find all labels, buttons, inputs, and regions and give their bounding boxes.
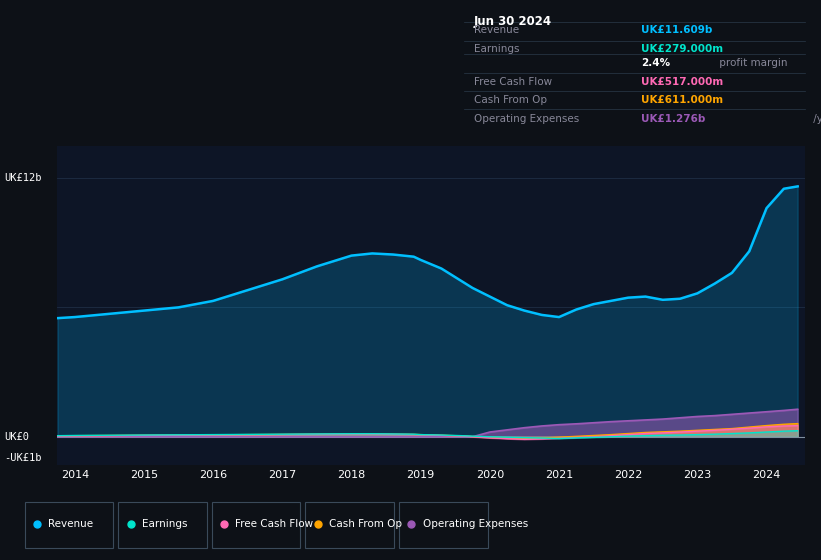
Text: Jun 30 2024: Jun 30 2024: [474, 15, 553, 28]
Text: -UK£1b: -UK£1b: [4, 454, 42, 463]
Text: UK£1.276b: UK£1.276b: [641, 114, 705, 124]
Text: UK£12b: UK£12b: [4, 173, 42, 183]
Text: Operating Expenses: Operating Expenses: [474, 114, 580, 124]
Text: UK£11.609b: UK£11.609b: [641, 26, 713, 35]
Text: Cash From Op: Cash From Op: [329, 519, 402, 529]
Text: Operating Expenses: Operating Expenses: [423, 519, 528, 529]
Text: /yr: /yr: [810, 114, 821, 124]
FancyBboxPatch shape: [118, 502, 207, 548]
Text: 2.4%: 2.4%: [641, 58, 670, 68]
Text: Cash From Op: Cash From Op: [474, 95, 547, 105]
Text: UK£517.000m: UK£517.000m: [641, 77, 723, 87]
Text: Earnings: Earnings: [474, 44, 520, 54]
Text: Revenue: Revenue: [474, 26, 519, 35]
Text: Free Cash Flow: Free Cash Flow: [474, 77, 553, 87]
FancyBboxPatch shape: [25, 502, 113, 548]
FancyBboxPatch shape: [212, 502, 300, 548]
FancyBboxPatch shape: [399, 502, 488, 548]
Text: UK£279.000m: UK£279.000m: [641, 44, 723, 54]
Text: Revenue: Revenue: [48, 519, 94, 529]
Text: UK£611.000m: UK£611.000m: [641, 95, 723, 105]
Text: Earnings: Earnings: [142, 519, 187, 529]
Text: profit margin: profit margin: [716, 58, 787, 68]
FancyBboxPatch shape: [305, 502, 394, 548]
Text: Free Cash Flow: Free Cash Flow: [236, 519, 314, 529]
Text: UK£0: UK£0: [4, 432, 29, 442]
